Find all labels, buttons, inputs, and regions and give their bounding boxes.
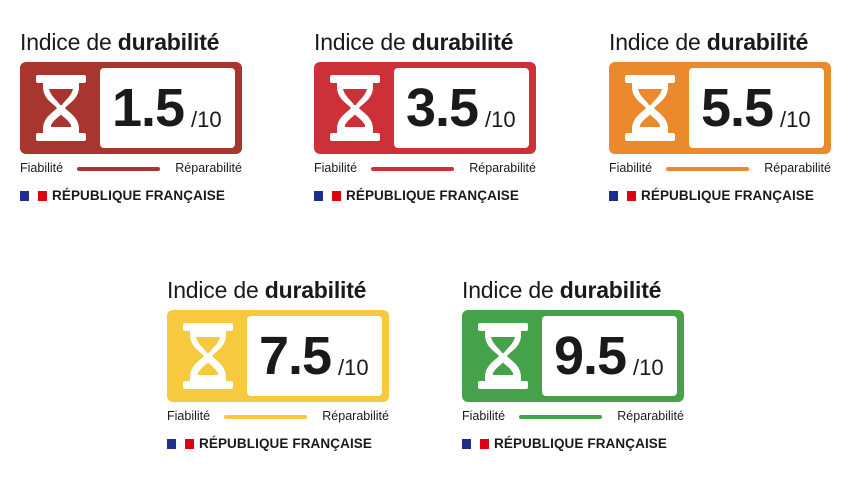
criteria-scale: Fiabilité Réparabilité [462, 408, 684, 424]
durability-label: Indice de durabilité 7.5 /10 Fiabilité R… [167, 276, 389, 451]
score-denominator: /10 [485, 107, 516, 132]
score-panel: 7.5 /10 [247, 316, 382, 396]
score-value: 5.5 [701, 78, 774, 138]
republic-text: RÉPUBLIQUE FRANÇAISE [494, 436, 668, 451]
french-flag-icon [314, 191, 341, 201]
index-box: 7.5 /10 [167, 310, 389, 402]
score-denominator: /10 [338, 355, 369, 380]
hourglass-icon [36, 75, 86, 141]
score-denominator: /10 [633, 355, 664, 380]
reliability-label: Fiabilité [462, 409, 506, 423]
durability-label: Indice de durabilité 1.5 /10 Fiabilité R… [20, 28, 242, 203]
label-title: Indice de durabilité [462, 277, 662, 303]
hourglass-icon [183, 323, 233, 389]
index-box: 9.5 /10 [462, 310, 684, 402]
criteria-bar [666, 167, 749, 171]
repairability-label: Réparabilité [469, 161, 536, 175]
repairability-label: Réparabilité [764, 161, 831, 175]
criteria-bar [371, 167, 454, 171]
durability-label: Indice de durabilité 5.5 /10 Fiabilité R… [609, 28, 831, 203]
hourglass-icon [330, 75, 380, 141]
republic-text: RÉPUBLIQUE FRANÇAISE [199, 436, 373, 451]
index-box: 1.5 /10 [20, 62, 242, 154]
reliability-label: Fiabilité [167, 409, 211, 423]
reliability-label: Fiabilité [20, 161, 64, 175]
criteria-scale: Fiabilité Réparabilité [20, 160, 242, 176]
score-value: 7.5 [259, 326, 332, 386]
french-flag-icon [609, 191, 636, 201]
score-value: 3.5 [406, 78, 479, 138]
republic-text: RÉPUBLIQUE FRANÇAISE [52, 188, 226, 203]
score-value: 1.5 [112, 78, 185, 138]
reliability-label: Fiabilité [314, 161, 358, 175]
criteria-scale: Fiabilité Réparabilité [167, 408, 389, 424]
criteria-bar [77, 167, 160, 171]
criteria-scale: Fiabilité Réparabilité [609, 160, 831, 176]
score-denominator: /10 [780, 107, 811, 132]
score-panel: 1.5 /10 [100, 68, 235, 148]
score-panel: 9.5 /10 [542, 316, 677, 396]
durability-label: Indice de durabilité 3.5 /10 Fiabilité R… [314, 28, 536, 203]
hourglass-icon [478, 323, 528, 389]
french-flag-icon [20, 191, 47, 201]
label-title: Indice de durabilité [609, 29, 809, 55]
hourglass-icon [625, 75, 675, 141]
reliability-label: Fiabilité [609, 161, 653, 175]
label-title: Indice de durabilité [314, 29, 514, 55]
french-flag-icon [167, 439, 194, 449]
durability-label: Indice de durabilité 9.5 /10 Fiabilité R… [462, 276, 684, 451]
score-value: 9.5 [554, 326, 627, 386]
repairability-label: Réparabilité [322, 409, 389, 423]
french-flag-icon [462, 439, 489, 449]
index-box: 3.5 /10 [314, 62, 536, 154]
repairability-label: Réparabilité [175, 161, 242, 175]
label-title: Indice de durabilité [167, 277, 367, 303]
criteria-scale: Fiabilité Réparabilité [314, 160, 536, 176]
label-title: Indice de durabilité [20, 29, 220, 55]
score-panel: 3.5 /10 [394, 68, 529, 148]
repairability-label: Réparabilité [617, 409, 684, 423]
criteria-bar [224, 415, 307, 419]
score-denominator: /10 [191, 107, 222, 132]
index-box: 5.5 /10 [609, 62, 831, 154]
republic-text: RÉPUBLIQUE FRANÇAISE [346, 188, 520, 203]
score-panel: 5.5 /10 [689, 68, 824, 148]
republic-text: RÉPUBLIQUE FRANÇAISE [641, 188, 815, 203]
criteria-bar [519, 415, 602, 419]
